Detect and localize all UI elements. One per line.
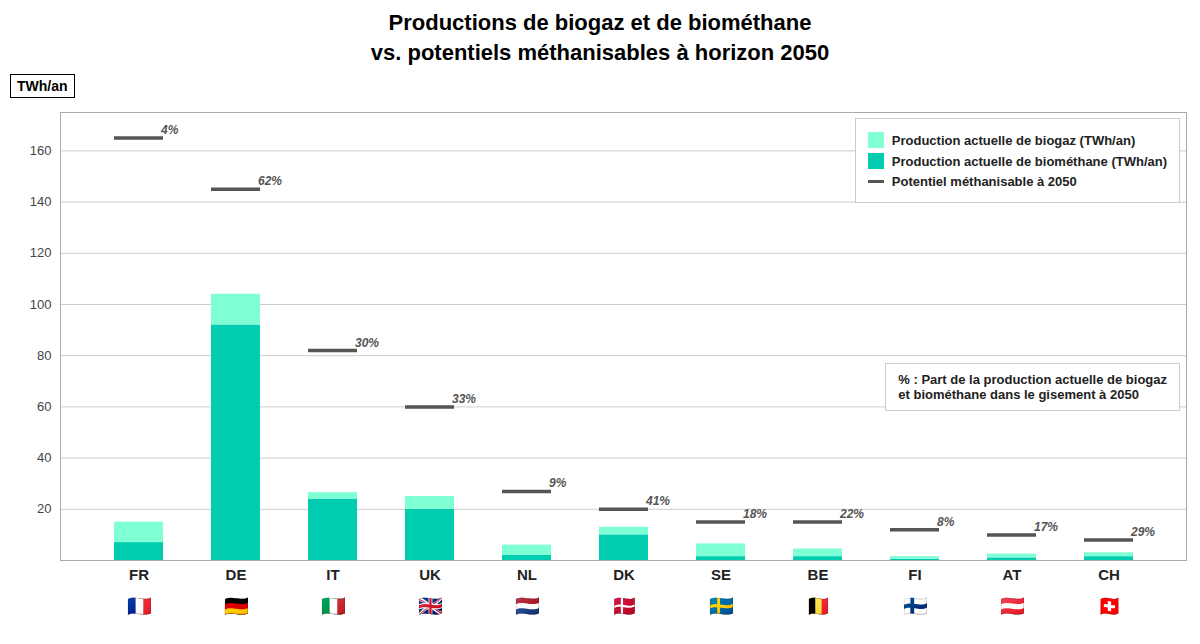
html-text:% : Part de la production actu: % : Part de la production actuelle de bi…: [898, 371, 1167, 402]
svg-text:🇦🇹: 🇦🇹: [1000, 595, 1025, 617]
svg-text:FI: FI: [908, 566, 921, 583]
svg-text:🇳🇱: 🇳🇱: [515, 595, 540, 617]
svg-text:41%: 41%: [645, 494, 670, 508]
svg-text:🇧🇪: 🇧🇪: [806, 594, 831, 617]
svg-text:NL: NL: [517, 566, 537, 583]
svg-text:🇫🇮: 🇫🇮: [903, 595, 928, 617]
svg-text:40: 40: [37, 450, 51, 465]
svg-text:🇫🇷: 🇫🇷: [127, 595, 152, 617]
svg-text:DE: DE: [226, 566, 247, 583]
html-text:Potentiel méthanisable à 2050: Potentiel méthanisable à 2050: [891, 174, 1077, 189]
svg-text:CH: CH: [1098, 566, 1120, 583]
html-text:vs. potentiels méthanisables à: vs. potentiels méthanisables à horizon 2…: [370, 40, 830, 65]
svg-text:FR: FR: [129, 566, 149, 583]
svg-text:IT: IT: [326, 566, 339, 583]
svg-text:22%: 22%: [839, 507, 864, 521]
html-text:Production actuelle de biométh: Production actuelle de biométhane (TWh/a…: [891, 153, 1167, 169]
svg-text:33%: 33%: [452, 392, 476, 406]
svg-text:60: 60: [37, 399, 51, 414]
svg-text:DK: DK: [613, 566, 635, 583]
svg-text:20: 20: [37, 501, 51, 516]
svg-text:9%: 9%: [549, 476, 567, 490]
svg-text:100: 100: [30, 297, 52, 312]
svg-text:62%: 62%: [258, 174, 282, 188]
svg-text:120: 120: [30, 245, 52, 260]
svg-text:140: 140: [30, 194, 52, 209]
svg-text:AT: AT: [1003, 566, 1022, 583]
svg-text:SE: SE: [711, 566, 731, 583]
svg-text:30%: 30%: [355, 336, 379, 350]
svg-text:🇩🇰: 🇩🇰: [612, 594, 637, 617]
svg-text:80: 80: [37, 348, 51, 363]
svg-text:17%: 17%: [1034, 520, 1058, 534]
html-text:Productions de biogaz et de bi: Productions de biogaz et de biométhane: [388, 10, 812, 35]
svg-text:🇨🇭: 🇨🇭: [1097, 594, 1122, 617]
svg-text:🇸🇪: 🇸🇪: [709, 595, 734, 617]
svg-text:4%: 4%: [160, 123, 179, 137]
svg-text:🇬🇧: 🇬🇧: [418, 595, 443, 617]
html-text:TWh/an: TWh/an: [17, 78, 68, 94]
svg-text:🇮🇹: 🇮🇹: [321, 595, 346, 617]
svg-text:18%: 18%: [743, 507, 767, 521]
svg-text:BE: BE: [808, 566, 829, 583]
html-text:Production actuelle de biogaz: Production actuelle de biogaz (TWh/an): [891, 132, 1136, 148]
svg-text:🇩🇪: 🇩🇪: [224, 595, 249, 617]
svg-text:29%: 29%: [1130, 525, 1155, 539]
svg-text:160: 160: [30, 143, 52, 158]
svg-text:UK: UK: [419, 566, 441, 583]
svg-text:8%: 8%: [937, 515, 955, 529]
